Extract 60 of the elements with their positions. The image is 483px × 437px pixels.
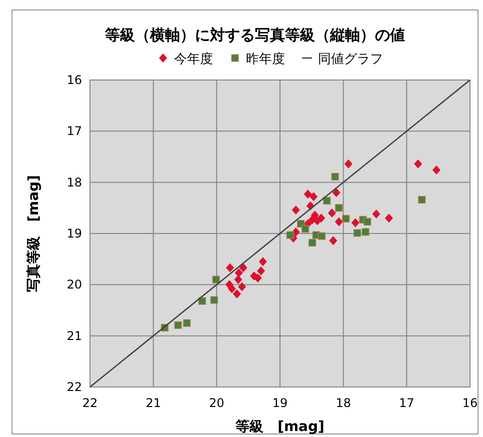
point xyxy=(362,228,370,236)
x-tick-label: 17 xyxy=(399,396,414,410)
point xyxy=(304,190,312,199)
point xyxy=(335,204,343,212)
y-tick-label: 20 xyxy=(66,278,82,292)
point xyxy=(351,218,360,228)
point xyxy=(210,296,218,304)
x-tick-label: 21 xyxy=(146,396,161,410)
point xyxy=(317,214,326,223)
point xyxy=(308,238,316,247)
point xyxy=(372,210,380,219)
y-tick-label: 17 xyxy=(66,124,82,138)
legend-label: 同値グラフ xyxy=(318,52,383,67)
legend-label: 今年度 xyxy=(174,51,213,67)
point xyxy=(239,263,248,272)
y-tick-label: 22 xyxy=(66,380,82,394)
x-tick-label: 18 xyxy=(336,396,351,410)
point xyxy=(342,214,350,222)
point xyxy=(353,229,362,237)
point xyxy=(257,266,265,276)
y-axis-title: 写真等級 [mag] xyxy=(26,175,42,292)
y-tick-label: 18 xyxy=(66,175,82,190)
point xyxy=(258,257,267,266)
point xyxy=(418,196,426,204)
point xyxy=(334,217,343,226)
point xyxy=(292,205,300,214)
x-tick-label: 20 xyxy=(209,396,224,410)
point xyxy=(432,166,440,175)
point xyxy=(414,159,422,168)
point xyxy=(238,282,246,292)
point xyxy=(234,268,243,278)
point xyxy=(384,214,393,223)
point xyxy=(226,263,234,272)
legend-label: 昨年度 xyxy=(246,51,285,67)
point xyxy=(212,276,220,284)
point xyxy=(232,289,241,298)
point xyxy=(318,232,326,240)
point xyxy=(329,236,338,246)
point xyxy=(331,172,339,181)
point xyxy=(328,208,336,218)
point xyxy=(286,231,294,239)
y-tick-label: 21 xyxy=(66,328,82,343)
point xyxy=(310,192,318,202)
x-tick-label: 19 xyxy=(272,396,288,410)
x-axis-title: 等級 [mag] xyxy=(234,419,324,435)
point xyxy=(302,225,310,233)
point xyxy=(198,297,206,305)
point xyxy=(183,319,191,327)
x-tick-label: 16 xyxy=(462,396,478,410)
point xyxy=(228,284,236,294)
point xyxy=(234,275,242,284)
point xyxy=(344,159,352,168)
point xyxy=(174,321,182,329)
x-tick-label: 22 xyxy=(82,396,98,410)
point xyxy=(323,196,331,205)
chart-title: 等級（横軸）に対する写真等級（縦軸）の値 xyxy=(104,26,405,44)
y-tick-label: 16 xyxy=(66,73,82,87)
y-tick-label: 19 xyxy=(66,226,82,240)
point xyxy=(364,218,372,226)
point xyxy=(332,188,340,198)
